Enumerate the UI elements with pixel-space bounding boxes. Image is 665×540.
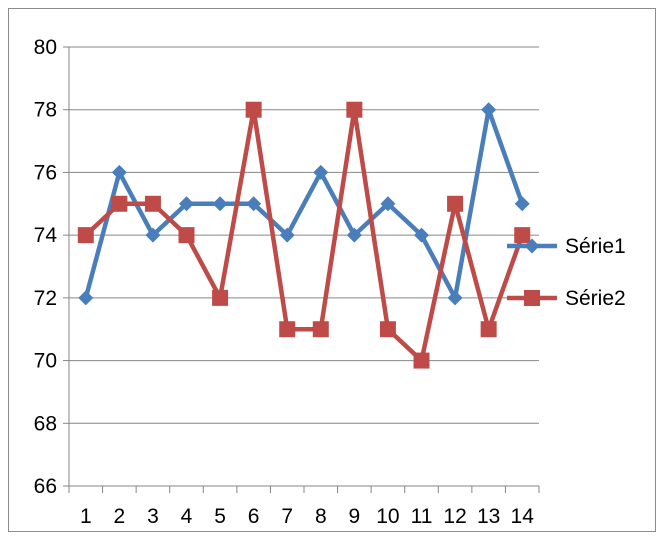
x-tick-label: 12 — [443, 505, 466, 528]
data-point — [178, 227, 195, 244]
data-point — [480, 321, 497, 338]
y-tick-label: 76 — [34, 161, 57, 184]
y-tick-label: 78 — [34, 99, 57, 122]
x-tick-label: 3 — [147, 505, 159, 528]
data-point — [346, 227, 362, 243]
series-line — [83, 107, 525, 301]
legend-item: Série2 — [507, 287, 626, 310]
x-tick-label: 7 — [281, 505, 293, 528]
x-tick-label: 10 — [376, 505, 399, 528]
y-tick-label: 72 — [34, 287, 57, 310]
data-point — [514, 227, 531, 244]
data-point — [246, 196, 262, 212]
y-tick-label: 68 — [34, 412, 57, 435]
legend-marker — [524, 238, 540, 254]
data-point — [447, 195, 464, 212]
series-1 — [78, 102, 530, 306]
x-tick-label: 1 — [80, 505, 92, 528]
data-point — [447, 290, 463, 306]
data-point — [212, 196, 228, 212]
x-tick-label: 2 — [114, 505, 126, 528]
legend-label: Série2 — [565, 287, 626, 310]
data-point — [514, 196, 530, 212]
x-tick-label: 9 — [349, 505, 361, 528]
data-point — [380, 196, 396, 212]
y-tick-label: 80 — [34, 36, 57, 59]
x-tick-label: 11 — [411, 505, 433, 528]
legend-label: Série1 — [565, 235, 626, 258]
data-point — [245, 101, 262, 118]
data-point — [78, 290, 94, 306]
data-point — [413, 352, 430, 369]
data-point — [379, 321, 396, 338]
y-tick-label: 66 — [34, 475, 57, 498]
data-point — [144, 195, 161, 212]
data-point — [179, 196, 194, 212]
data-point — [312, 321, 329, 338]
data-point — [414, 227, 429, 243]
data-point — [145, 227, 161, 243]
x-tick-label: 6 — [248, 505, 260, 528]
y-tick-label: 70 — [34, 350, 57, 373]
legend: Série1 Série2 — [507, 235, 626, 310]
data-point — [212, 289, 229, 306]
data-point — [346, 101, 363, 118]
series-2 — [77, 101, 531, 369]
data-point — [77, 227, 94, 244]
data-point — [279, 321, 296, 338]
legend-marker — [524, 290, 540, 306]
x-tick-label: 8 — [315, 505, 327, 528]
x-tick-label: 14 — [511, 505, 535, 528]
legend-item: Série1 — [507, 235, 626, 258]
data-point — [279, 227, 295, 243]
x-tick-label: 13 — [477, 505, 500, 528]
chart-frame: 66 68 70 72 74 76 78 80 1 2 3 4 5 6 7 8 9 10 11 12 13 14 Séri… — [8, 8, 656, 532]
x-tick-label: 4 — [181, 505, 193, 528]
data-point — [111, 195, 128, 212]
x-tick-label: 5 — [214, 505, 226, 528]
data-point — [481, 102, 497, 118]
data-point — [313, 164, 329, 180]
data-point — [111, 164, 127, 180]
y-tick-label: 74 — [34, 224, 58, 247]
series-layer — [77, 101, 531, 369]
